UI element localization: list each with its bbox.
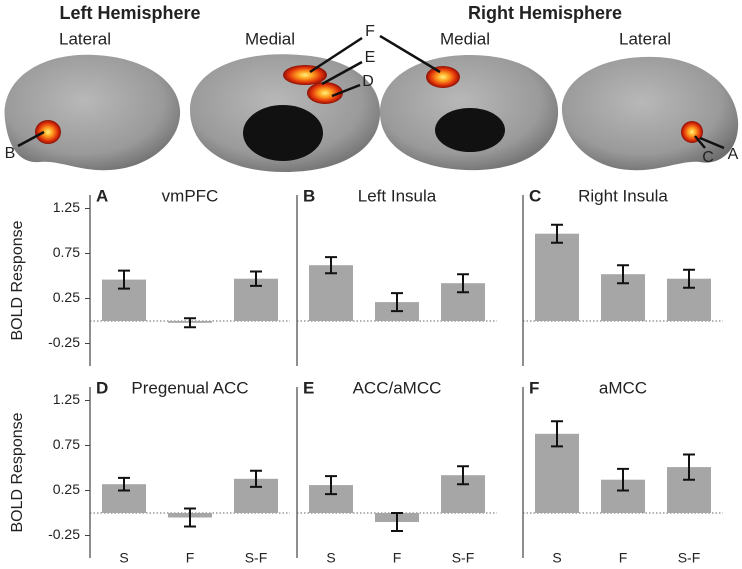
panel-title: Right Insula — [578, 186, 668, 205]
error-bar — [250, 469, 262, 488]
panel-letter: D — [96, 378, 108, 397]
error-bar — [617, 264, 629, 285]
panel-title: ACC/aMCC — [353, 378, 442, 397]
panel-letter: F — [529, 378, 539, 397]
bar — [535, 233, 579, 321]
y-tick-label: -0.25 — [48, 334, 80, 350]
callout-label: C — [702, 149, 714, 166]
error-bar — [683, 453, 695, 481]
x-tick-label: S — [119, 550, 128, 566]
error-bar — [617, 467, 629, 492]
error-bar — [683, 268, 695, 289]
brain-lateral-left — [4, 54, 181, 171]
callout-label: E — [365, 49, 376, 66]
activation — [307, 82, 343, 104]
panel-letter: E — [303, 378, 314, 397]
y-tick-label: 0.25 — [53, 289, 80, 305]
x-tick-label: S-F — [678, 550, 701, 566]
bar — [309, 265, 353, 321]
x-tick-label: S — [326, 550, 335, 566]
brain-medial-hole — [243, 105, 323, 161]
error-bar — [551, 420, 563, 448]
error-bar — [551, 223, 563, 244]
activation — [426, 66, 460, 88]
error-bar — [325, 475, 337, 496]
panel-title: Pregenual ACC — [131, 378, 248, 397]
error-bar — [118, 269, 130, 290]
activation — [283, 65, 327, 85]
y-tick-label: -0.25 — [48, 526, 80, 542]
x-tick-label: F — [619, 550, 628, 566]
x-tick-label: S — [552, 550, 561, 566]
x-tick-label: F — [393, 550, 402, 566]
error-bar — [184, 507, 196, 528]
callout-label: F — [365, 23, 375, 40]
callout-label: D — [362, 73, 374, 90]
brain-medial-hole — [435, 108, 505, 152]
view-label: Medial — [440, 29, 490, 48]
activation — [35, 120, 61, 144]
panel-letter: C — [529, 186, 541, 205]
callout-label: B — [5, 145, 16, 162]
y-tick-label: 0.25 — [53, 481, 80, 497]
error-bar — [250, 270, 262, 287]
error-bar — [457, 273, 469, 294]
x-tick-label: S-F — [452, 550, 475, 566]
brain-images — [4, 54, 739, 173]
error-bar — [391, 292, 403, 313]
y-tick-label: 1.25 — [53, 199, 80, 215]
x-tick-label: S-F — [245, 550, 268, 566]
y-axis-label: BOLD Response — [9, 220, 26, 340]
error-bar — [391, 512, 403, 532]
hemisphere-title: Right Hemisphere — [468, 3, 622, 23]
view-label: Lateral — [619, 29, 671, 48]
panel-title: vmPFC — [162, 186, 219, 205]
callout-lines — [17, 34, 725, 150]
callout-label: A — [728, 146, 739, 163]
x-tick-label: F — [186, 550, 195, 566]
y-tick-label: 1.25 — [53, 391, 80, 407]
y-axis-label: BOLD Response — [9, 412, 26, 532]
view-label: Lateral — [59, 29, 111, 48]
panel-letter: A — [96, 186, 108, 205]
error-bar — [457, 465, 469, 486]
y-tick-label: 0.75 — [53, 436, 80, 452]
hemisphere-title: Left Hemisphere — [59, 3, 200, 23]
panel-letter: B — [303, 186, 315, 205]
panel-title: aMCC — [599, 378, 647, 397]
view-label: Medial — [245, 29, 295, 48]
error-bar — [325, 256, 337, 275]
error-bar — [118, 476, 130, 492]
error-bar — [184, 317, 196, 329]
panel-title: Left Insula — [358, 186, 437, 205]
y-tick-label: 0.75 — [53, 244, 80, 260]
